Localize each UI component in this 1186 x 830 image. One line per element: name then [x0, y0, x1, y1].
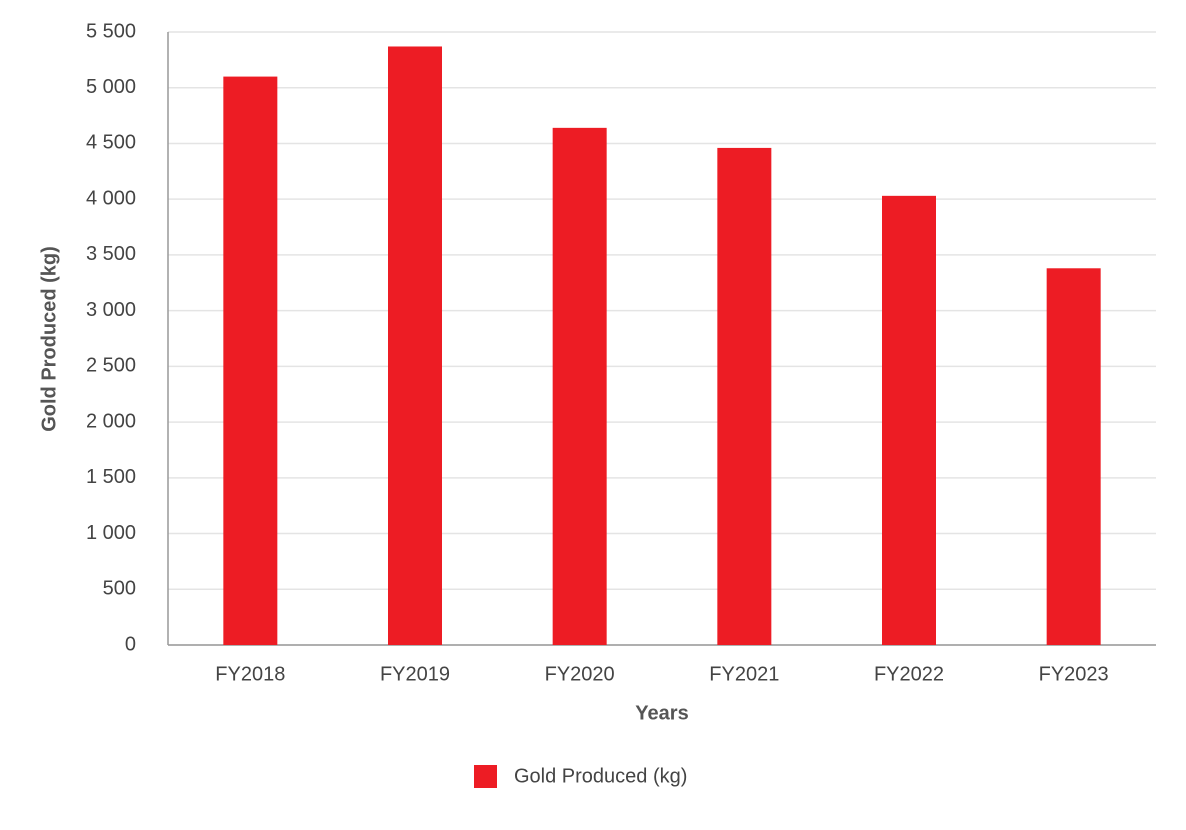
y-axis-title: Gold Produced (kg): [38, 246, 60, 432]
bar: [717, 147, 772, 645]
x-tick-label: FY2023: [1039, 663, 1109, 685]
y-tick-label: 0: [125, 633, 136, 655]
y-tick-label: 2 000: [86, 410, 136, 432]
x-tick-label: FY2020: [545, 663, 615, 685]
x-axis-title: Years: [635, 702, 688, 724]
y-tick-label: 3 000: [86, 299, 136, 321]
bar: [388, 46, 442, 646]
y-tick-label: 5 500: [86, 20, 136, 42]
y-tick-label: 4 000: [86, 187, 136, 209]
y-tick-label: 2 500: [86, 355, 136, 377]
legend-label: Gold Produced (kg): [514, 765, 687, 787]
bar: [1046, 268, 1101, 645]
x-tick-label: FY2019: [380, 663, 450, 685]
x-tick-label: FY2022: [874, 663, 944, 685]
y-tick-label: 3 500: [86, 243, 136, 265]
bar: [223, 76, 278, 646]
y-tick-label: 5 000: [86, 76, 136, 98]
y-tick-label: 4 500: [86, 132, 136, 154]
bar: [882, 195, 936, 645]
bar: [552, 127, 607, 646]
y-tick-label: 1 500: [86, 466, 136, 488]
y-tick-label: 500: [103, 578, 136, 600]
y-tick-label: 1 000: [86, 522, 136, 544]
x-tick-label: FY2018: [215, 663, 285, 685]
legend-swatch: [474, 765, 497, 788]
x-tick-label: FY2021: [709, 663, 779, 685]
